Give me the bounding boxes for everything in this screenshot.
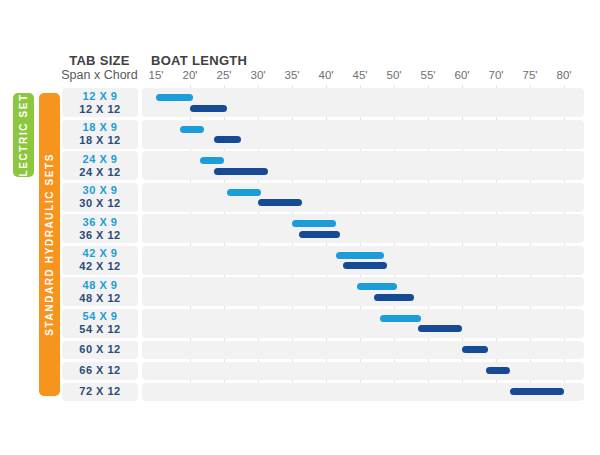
boat-length-header: BOAT LENGTH xyxy=(151,53,247,68)
row-label: 12 X 9 xyxy=(83,90,118,103)
row-label: 54 X 12 xyxy=(79,323,120,336)
range-bar-42x12 xyxy=(343,262,387,269)
row-label: 66 X 12 xyxy=(79,364,120,377)
x-axis-tick-label: 40' xyxy=(309,69,343,81)
range-bar-12x12 xyxy=(190,105,227,112)
row-label-cell: 24 X 924 X 12 xyxy=(62,151,138,180)
row-label-cell: 30 X 930 X 12 xyxy=(62,183,138,212)
row-band xyxy=(142,309,584,338)
row-band xyxy=(142,88,584,117)
row-label: 36 X 12 xyxy=(79,229,120,242)
standard-hydraulic-sets-band: STANDARD HYDRAULIC SETS xyxy=(39,93,60,396)
row-band xyxy=(142,362,584,381)
row-label: 54 X 9 xyxy=(83,310,118,323)
row-label: 60 X 12 xyxy=(79,343,120,356)
x-axis-tick-label: 30' xyxy=(241,69,275,81)
x-axis-tick-label: 50' xyxy=(377,69,411,81)
row-label: 36 X 9 xyxy=(83,216,118,229)
range-bar-12x9 xyxy=(156,94,193,101)
electric-sets-label: ELECTRIC SETS xyxy=(18,85,29,185)
range-bar-54x9 xyxy=(380,315,421,322)
row-label: 18 X 12 xyxy=(79,134,120,147)
x-axis-tick-label: 70' xyxy=(479,69,513,81)
x-axis-tick-label: 25' xyxy=(207,69,241,81)
row-label-cell: 66 X 12 xyxy=(62,362,138,381)
x-axis-tick-label: 35' xyxy=(275,69,309,81)
row-label: 24 X 9 xyxy=(83,153,118,166)
row-label: 72 X 12 xyxy=(79,385,120,398)
x-axis-tick-label: 15' xyxy=(139,69,173,81)
row-label: 30 X 12 xyxy=(79,197,120,210)
row-label-cell: 72 X 12 xyxy=(62,383,138,402)
x-axis-tick-label: 55' xyxy=(411,69,445,81)
row-band xyxy=(142,120,584,149)
x-axis-tick-label: 45' xyxy=(343,69,377,81)
range-bar-18x9 xyxy=(180,126,204,133)
range-bar-30x9 xyxy=(227,189,261,196)
range-bar-42x9 xyxy=(336,252,384,259)
range-bar-60x12 xyxy=(462,346,488,353)
row-label: 30 X 9 xyxy=(83,184,118,197)
x-axis-tick-label: 75' xyxy=(513,69,547,81)
row-label: 12 X 12 xyxy=(79,103,120,116)
range-bar-72x12 xyxy=(510,388,564,395)
row-label-cell: 18 X 918 X 12 xyxy=(62,120,138,149)
range-bar-18x12 xyxy=(214,136,241,143)
row-band xyxy=(142,277,584,306)
row-label-cell: 60 X 12 xyxy=(62,341,138,360)
row-label: 24 X 12 xyxy=(79,166,120,179)
range-bar-24x9 xyxy=(200,157,224,164)
row-label-cell: 12 X 912 X 12 xyxy=(62,88,138,117)
range-bar-30x12 xyxy=(258,199,302,206)
x-axis-tick-label: 60' xyxy=(445,69,479,81)
row-band xyxy=(142,341,584,360)
row-label: 48 X 9 xyxy=(83,279,118,292)
row-band xyxy=(142,183,584,212)
tab-size-header: TAB SIZE xyxy=(62,53,137,68)
electric-sets-band: ELECTRIC SETS xyxy=(13,93,34,177)
row-label: 18 X 9 xyxy=(83,121,118,134)
row-label-cell: 54 X 954 X 12 xyxy=(62,309,138,338)
row-label-cell: 36 X 936 X 12 xyxy=(62,214,138,243)
range-bar-48x9 xyxy=(357,283,398,290)
range-bar-24x12 xyxy=(214,168,268,175)
row-label: 42 X 12 xyxy=(79,260,120,273)
row-label: 48 X 12 xyxy=(79,292,120,305)
x-axis-tick-label: 20' xyxy=(173,69,207,81)
standard-hydraulic-sets-label: STANDARD HYDRAULIC SETS xyxy=(44,153,55,336)
range-bar-36x9 xyxy=(292,220,336,227)
row-label: 42 X 9 xyxy=(83,247,118,260)
span-chord-subheader: Span x Chord xyxy=(55,68,144,82)
range-bar-36x12 xyxy=(299,231,340,238)
x-axis-tick-label: 80' xyxy=(547,69,581,81)
row-label-cell: 48 X 948 X 12 xyxy=(62,277,138,306)
row-label-cell: 42 X 942 X 12 xyxy=(62,246,138,275)
range-bar-66x12 xyxy=(486,367,510,374)
row-band xyxy=(142,151,584,180)
row-band xyxy=(142,214,584,243)
trim-tab-size-chart: ELECTRIC SETS STANDARD HYDRAULIC SETS TA… xyxy=(0,0,600,455)
range-bar-48x12 xyxy=(374,294,415,301)
row-band xyxy=(142,246,584,275)
range-bar-54x12 xyxy=(418,325,462,332)
